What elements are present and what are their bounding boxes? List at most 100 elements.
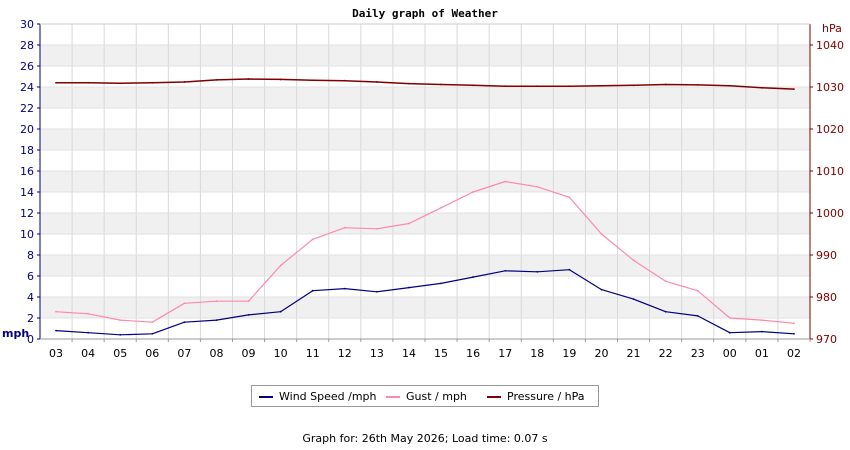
- data-point: [215, 300, 218, 303]
- left-tick-label: 26: [20, 60, 34, 73]
- data-point: [664, 83, 667, 86]
- data-point: [568, 268, 571, 271]
- data-point: [793, 88, 795, 90]
- left-tick-label: 0: [27, 333, 34, 346]
- data-point: [600, 233, 603, 235]
- data-point: [728, 84, 731, 87]
- right-axis-ticks: 970 980 990 1000 1010 1020 1030 1040: [810, 39, 844, 346]
- data-point: [632, 84, 635, 87]
- legend: Wind Speed /mph Gust / mph Pressure / hP…: [251, 385, 599, 407]
- data-point: [793, 322, 795, 325]
- right-tick-label: 1030: [816, 81, 844, 94]
- data-point: [600, 84, 603, 87]
- data-point: [536, 270, 539, 273]
- left-tick-label: 22: [20, 102, 34, 115]
- x-tick-label: 05: [113, 347, 127, 360]
- right-tick-label: 1000: [816, 207, 844, 220]
- data-point: [87, 331, 90, 334]
- legend-swatch-pressure: [487, 396, 501, 398]
- data-point: [183, 321, 186, 324]
- x-tick-label: 01: [755, 347, 769, 360]
- data-point: [408, 286, 410, 289]
- chart-title: Daily graph of Weather: [352, 7, 498, 20]
- data-point: [279, 78, 282, 81]
- data-point: [568, 85, 571, 88]
- data-point: [696, 315, 699, 317]
- data-point: [311, 289, 314, 292]
- left-tick-label: 20: [20, 123, 34, 136]
- left-tick-label: 18: [20, 144, 34, 157]
- footer-text: Graph for: 26th May 2026; Load time: 0.0…: [302, 432, 548, 445]
- left-tick-label: 8: [27, 249, 34, 262]
- data-point: [215, 78, 218, 81]
- legend-item-wind: Wind Speed /mph: [259, 390, 377, 403]
- data-point: [247, 78, 250, 80]
- data-point: [472, 191, 475, 193]
- data-point: [87, 81, 90, 84]
- data-point: [151, 81, 154, 84]
- data-point: [55, 329, 57, 332]
- x-tick-label: 18: [530, 347, 544, 360]
- data-point: [151, 332, 154, 335]
- legend-item-pressure: Pressure / hPa: [487, 390, 585, 403]
- right-tick-label: 1010: [816, 165, 844, 178]
- data-point: [408, 82, 410, 85]
- legend-item-gust: Gust / mph: [386, 390, 467, 403]
- x-tick-label: 00: [723, 347, 737, 360]
- data-point: [472, 84, 475, 87]
- data-point: [536, 85, 539, 88]
- data-point: [119, 82, 122, 85]
- left-tick-label: 6: [27, 270, 34, 283]
- data-point: [472, 276, 475, 278]
- left-tick-label: 10: [20, 228, 34, 241]
- x-tick-label: 04: [81, 347, 95, 360]
- x-tick-label: 20: [594, 347, 608, 360]
- data-point: [311, 79, 314, 82]
- data-point: [279, 310, 282, 313]
- x-tick-label: 03: [49, 347, 63, 360]
- left-tick-label: 2: [27, 312, 34, 325]
- data-point: [696, 84, 699, 86]
- data-point: [408, 222, 410, 225]
- data-point: [632, 259, 635, 262]
- x-tick-label: 14: [402, 347, 416, 360]
- left-axis-label: mph: [2, 327, 29, 340]
- data-point: [183, 302, 186, 305]
- data-point: [440, 282, 442, 285]
- data-point: [343, 79, 346, 82]
- left-tick-label: 4: [27, 291, 34, 304]
- x-tick-label: 19: [562, 347, 576, 360]
- right-tick-label: 980: [816, 291, 837, 304]
- x-tick-label: 21: [627, 347, 641, 360]
- data-point: [375, 81, 378, 83]
- legend-label-gust: Gust / mph: [406, 390, 467, 403]
- data-point: [664, 310, 667, 313]
- data-point: [696, 289, 699, 292]
- data-point: [311, 238, 314, 241]
- data-point: [215, 319, 218, 321]
- data-point: [760, 330, 763, 333]
- x-tick-label: 17: [498, 347, 512, 360]
- data-point: [728, 331, 731, 334]
- x-tick-label: 10: [274, 347, 288, 360]
- series-line-pressure-hpa: [56, 78, 795, 90]
- data-point: [247, 300, 250, 303]
- right-tick-label: 990: [816, 249, 837, 262]
- data-point: [119, 319, 122, 321]
- right-tick-label: 1020: [816, 123, 844, 136]
- data-point: [343, 287, 346, 290]
- series-line-gust-mph: [55, 180, 795, 324]
- x-tick-label: 09: [242, 347, 256, 360]
- legend-label-wind: Wind Speed /mph: [279, 390, 377, 403]
- data-point: [632, 298, 635, 300]
- x-tick-label: 02: [787, 347, 801, 360]
- x-tick-label: 06: [145, 347, 159, 360]
- data-point: [183, 81, 186, 83]
- x-tick-label: 23: [691, 347, 705, 360]
- right-tick-label: 1040: [816, 39, 844, 52]
- data-point: [375, 227, 378, 230]
- data-point: [279, 264, 282, 267]
- x-tick-label: 13: [370, 347, 384, 360]
